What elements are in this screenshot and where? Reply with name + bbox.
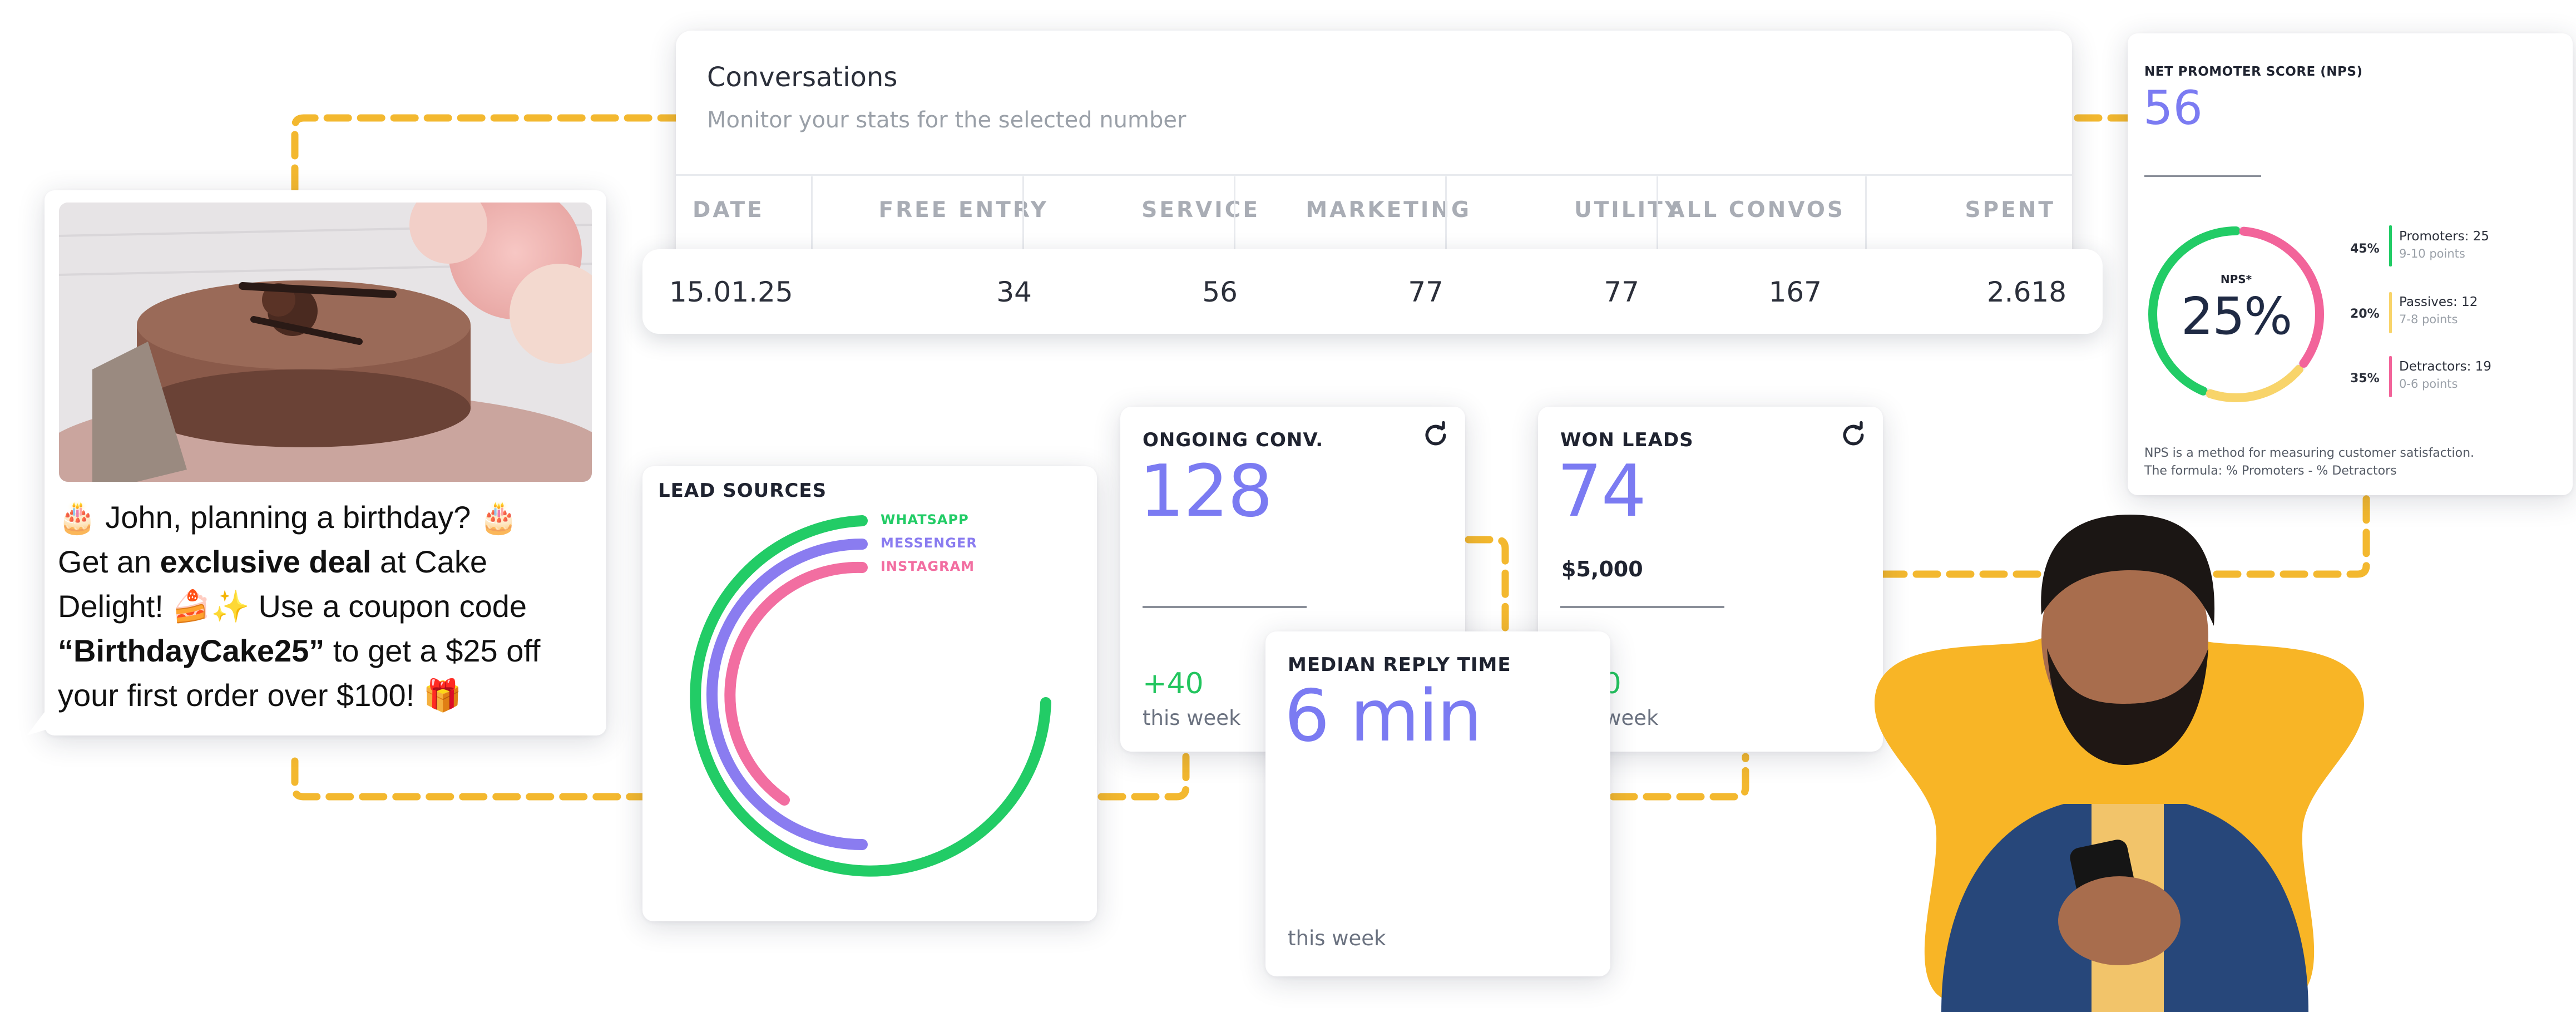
ongoing-title: ONGOING CONV. [1143, 429, 1324, 451]
table-row[interactable]: 15.01.25 34 56 77 77 167 2.618 [642, 249, 2103, 334]
nps-gauge [2148, 226, 2324, 402]
col-header-utility[interactable]: UTILITY [1574, 198, 1683, 223]
col-header-service[interactable]: SERVICE [1141, 198, 1260, 223]
lead-sources-rings [690, 515, 1051, 877]
face [2041, 531, 2208, 743]
nps-card: NET PROMOTER SCORE (NPS) 56 NPS* 25% 45%… [2128, 33, 2573, 495]
nps-footnote-2: The formula: % Promoters - % Detractors [2144, 464, 2397, 478]
promoters-label: Promoters: 25 [2399, 229, 2489, 244]
column-separator [1445, 176, 1447, 277]
passives-pct: 20% [2350, 307, 2380, 321]
col-header-all-convos[interactable]: ALL CONVOS [1668, 198, 1845, 223]
refresh-icon[interactable] [1421, 420, 1451, 450]
cake-illustration [59, 203, 592, 482]
instagram-arc [724, 561, 868, 806]
divider [1143, 606, 1307, 608]
detractors-label: Detractors: 19 [2399, 359, 2491, 374]
col-header-spent[interactable]: SPENT [1965, 198, 2055, 223]
bubble-tail [27, 712, 49, 735]
won-title: WON LEADS [1560, 429, 1694, 451]
person-illustration [1875, 515, 2364, 1012]
detractors-range: 0-6 points [2399, 377, 2458, 391]
passives-label: Passives: 12 [2399, 295, 2478, 309]
conversations-title: Conversations [707, 62, 898, 93]
column-separator [1022, 176, 1024, 277]
passives-range: 7-8 points [2399, 313, 2458, 326]
nps-heading: NET PROMOTER SCORE (NPS) [2144, 65, 2363, 79]
beard [2047, 648, 2208, 765]
median-reply-card: MEDIAN REPLY TIME 6 min this week [1265, 631, 1610, 976]
detractors-pct: 35% [2350, 372, 2380, 386]
detractors-bar [2389, 356, 2392, 397]
hair [2041, 515, 2215, 626]
refresh-icon[interactable] [1838, 420, 1868, 450]
promoters-pct: 45% [2350, 242, 2380, 256]
message-line: “BirthdayCake25” to get a $25 off [58, 633, 541, 668]
column-separator [811, 176, 813, 277]
message-line: 🎂 John, planning a birthday? 🎂 [58, 500, 518, 535]
nps-gauge-label: NPS* [2220, 273, 2252, 286]
lead-sources-card: LEAD SOURCES WHATSAPP MESSENGER INSTAGRA… [642, 466, 1097, 921]
conversations-card: Conversations Monitor your stats for the… [676, 31, 2072, 292]
cell-date: 15.01.25 [669, 276, 793, 308]
won-amount: $5,000 [1561, 557, 1643, 581]
message-line: your first order over $100! 🎁 [58, 678, 462, 713]
legend-messenger: MESSENGER [881, 535, 977, 551]
median-value: 6 min [1284, 675, 1482, 758]
col-header-date[interactable]: DATE [693, 198, 764, 223]
cell-all-convos: 167 [1768, 276, 1822, 308]
cake-image [59, 203, 592, 482]
message-bold: exclusive deal [160, 544, 372, 579]
passives-bar [2389, 292, 2392, 333]
promoters-bar [2389, 225, 2392, 266]
legend-whatsapp: WHATSAPP [881, 512, 969, 527]
column-separator [1234, 176, 1235, 277]
nps-footnote-1: NPS is a method for measuring customer s… [2144, 446, 2475, 460]
coupon-code: “BirthdayCake25” [58, 633, 325, 668]
whatsapp-arc [690, 515, 1051, 877]
col-header-free-entry[interactable]: FREE ENTRY [878, 198, 1049, 223]
cell-service: 56 [1202, 276, 1238, 308]
nps-gauge-value: 25% [2181, 287, 2292, 346]
nps-score: 56 [2143, 81, 2203, 135]
promoters-range: 9-10 points [2399, 247, 2465, 260]
cell-spent: 2.618 [1986, 276, 2066, 308]
col-header-marketing[interactable]: MARKETING [1306, 198, 1471, 223]
cell-utility: 77 [1604, 276, 1639, 308]
legend-instagram: INSTAGRAM [881, 559, 975, 574]
ongoing-value: 128 [1139, 450, 1273, 533]
conversations-subtitle: Monitor your stats for the selected numb… [707, 107, 1186, 133]
cell-free-entry: 34 [996, 276, 1032, 308]
message-line: Get an exclusive deal at Cake [58, 544, 488, 579]
divider [676, 174, 2072, 176]
divider [2144, 175, 2261, 177]
column-separator [1657, 176, 1658, 277]
won-value: 74 [1557, 450, 1647, 533]
column-separator [1865, 176, 1867, 277]
ongoing-delta: +40 [1143, 667, 1204, 700]
ongoing-period: this week [1143, 706, 1241, 730]
divider [1560, 606, 1724, 608]
hand [2058, 876, 2181, 965]
messenger-arc [706, 539, 868, 850]
median-period: this week [1288, 926, 1386, 950]
median-title: MEDIAN REPLY TIME [1288, 654, 1511, 676]
lead-sources-title: LEAD SOURCES [658, 480, 827, 502]
cell-marketing: 77 [1408, 276, 1443, 308]
message-line: Delight! 🍰✨ Use a coupon code [58, 589, 527, 624]
message-text: 🎂 John, planning a birthday? 🎂 Get an ex… [58, 495, 614, 718]
